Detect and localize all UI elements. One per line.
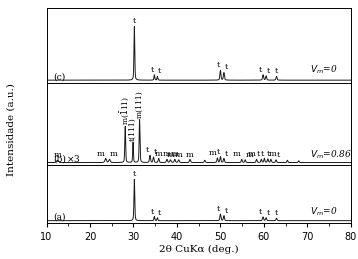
Text: t: t bbox=[150, 66, 154, 74]
Text: t: t bbox=[267, 67, 270, 75]
Text: t: t bbox=[150, 208, 154, 216]
Text: $V_m$=0: $V_m$=0 bbox=[310, 64, 337, 76]
Text: (a): (a) bbox=[53, 213, 66, 222]
Text: (b): (b) bbox=[53, 155, 66, 164]
Text: m: m bbox=[186, 150, 194, 159]
Text: Intensidade (a.u.): Intensidade (a.u.) bbox=[6, 83, 15, 176]
Text: m: m bbox=[175, 151, 183, 159]
Text: t: t bbox=[275, 209, 278, 217]
Text: m: m bbox=[248, 150, 256, 159]
Text: t: t bbox=[216, 205, 220, 213]
Text: m: m bbox=[163, 150, 171, 159]
Text: t: t bbox=[224, 63, 228, 71]
Text: t: t bbox=[259, 66, 262, 74]
Text: (c): (c) bbox=[53, 73, 65, 82]
Text: t: t bbox=[154, 148, 158, 156]
Text: t: t bbox=[158, 209, 161, 217]
Text: m: m bbox=[268, 150, 276, 158]
Text: t: t bbox=[275, 67, 278, 75]
Text: m: m bbox=[246, 151, 253, 159]
Text: $\times$3: $\times$3 bbox=[66, 153, 81, 164]
Text: t: t bbox=[216, 148, 220, 156]
Text: m: m bbox=[53, 152, 61, 160]
Text: $V_m$=0: $V_m$=0 bbox=[310, 205, 337, 218]
Text: m($\bar{1}$11): m($\bar{1}$11) bbox=[119, 96, 132, 125]
Text: m: m bbox=[97, 149, 105, 157]
Text: t: t bbox=[267, 209, 270, 217]
Text: m: m bbox=[209, 149, 217, 157]
Text: $V_m$=0.86: $V_m$=0.86 bbox=[310, 148, 351, 161]
Text: t: t bbox=[224, 207, 228, 215]
Text: t: t bbox=[216, 61, 220, 69]
Text: t: t bbox=[146, 146, 149, 154]
Text: m: m bbox=[171, 150, 179, 159]
Text: t: t bbox=[133, 17, 136, 25]
Text: t: t bbox=[259, 208, 262, 216]
Text: m: m bbox=[110, 150, 118, 159]
Text: t: t bbox=[276, 151, 280, 159]
Text: t: t bbox=[267, 150, 270, 159]
Text: m: m bbox=[155, 149, 163, 157]
Text: t: t bbox=[257, 150, 261, 159]
Text: t(111): t(111) bbox=[129, 117, 137, 141]
Text: m: m bbox=[233, 150, 241, 159]
Text: m(111): m(111) bbox=[136, 90, 144, 118]
Text: t: t bbox=[260, 149, 264, 157]
Text: t: t bbox=[158, 67, 161, 75]
Text: t: t bbox=[133, 170, 136, 178]
Text: t: t bbox=[224, 149, 228, 157]
Text: m: m bbox=[167, 151, 175, 159]
X-axis label: 2θ CuKα (deg.): 2θ CuKα (deg.) bbox=[159, 244, 238, 254]
